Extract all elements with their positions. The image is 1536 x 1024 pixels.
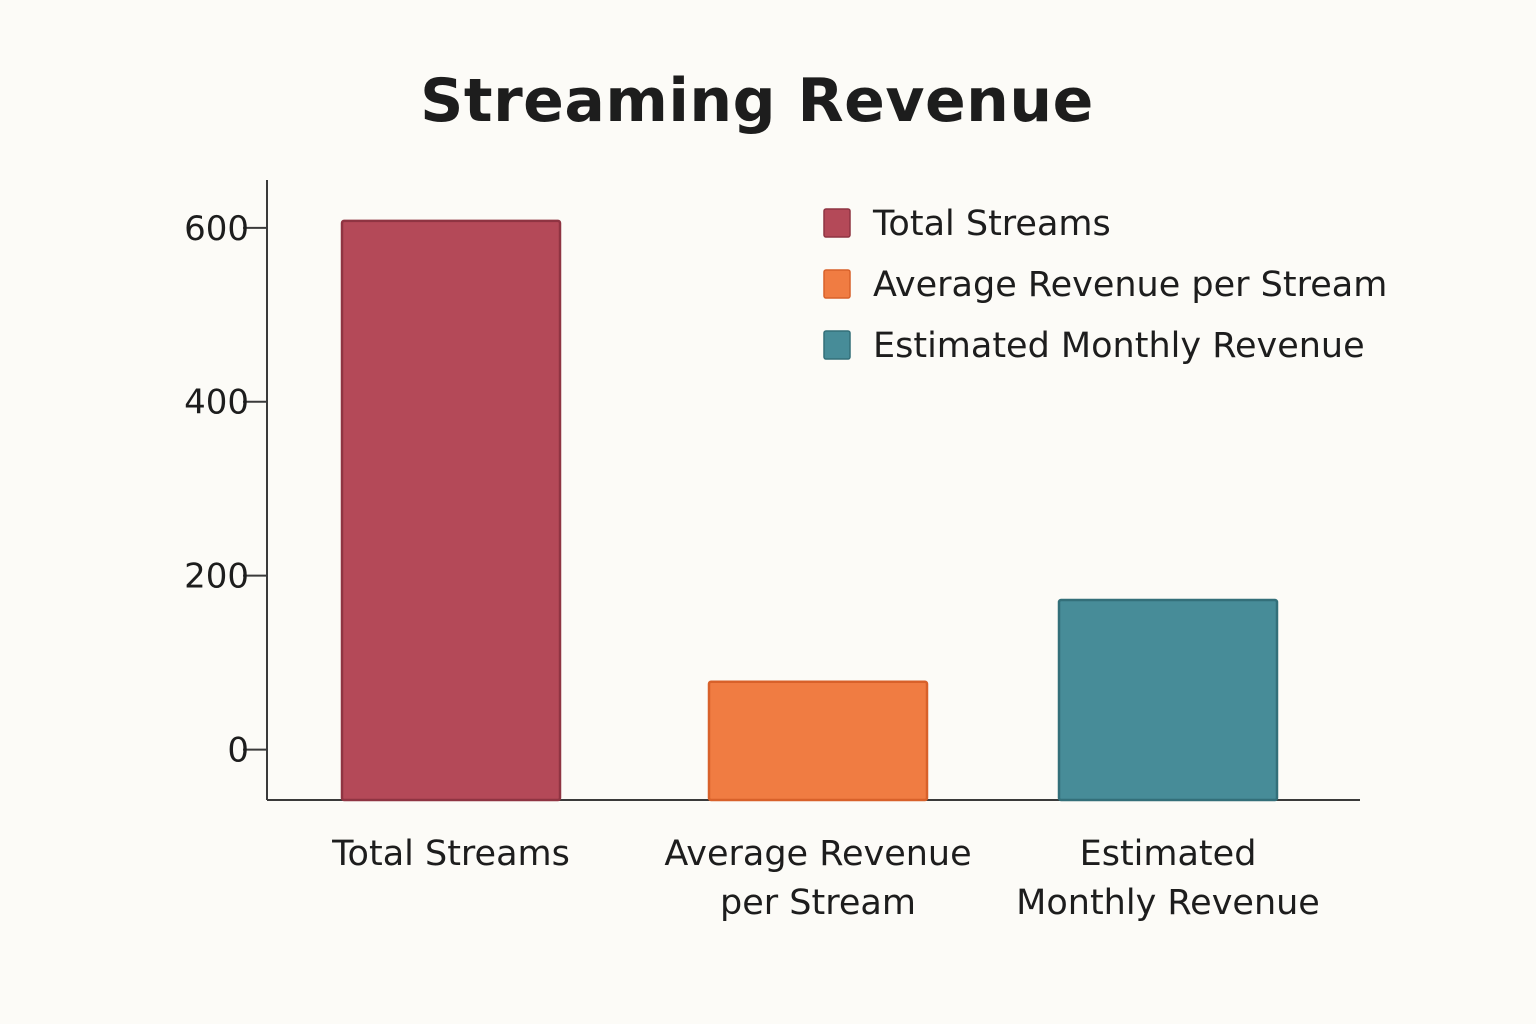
bars [340, 219, 1279, 802]
legend-swatch [823, 208, 851, 238]
legend-label: Average Revenue per Stream [873, 265, 1387, 305]
y-tick-label: 200 [184, 557, 249, 597]
legend-swatch [823, 330, 851, 360]
legend-swatch [823, 269, 851, 299]
category-labels: Total Streams Average Revenue per Stream Es… [331, 834, 1320, 923]
legend-label: Estimated Monthly Revenue [873, 326, 1365, 366]
legend: Total Streams Average Revenue per Stream E… [823, 204, 1387, 366]
y-tick-label: 0 [227, 731, 249, 771]
y-tick-label: 400 [184, 383, 249, 423]
x-category-label: Total Streams [331, 834, 570, 874]
chart-title: Streaming Revenue [420, 66, 1094, 136]
x-category-label: Estimated Monthly Revenue [1016, 834, 1320, 923]
bar-3 [1057, 598, 1279, 802]
bar-1 [340, 219, 562, 802]
x-category-label: Average Revenue per Stream [664, 834, 971, 923]
y-tick-label: 600 [184, 209, 249, 249]
bar-2 [707, 680, 929, 802]
legend-label: Total Streams [872, 204, 1111, 244]
